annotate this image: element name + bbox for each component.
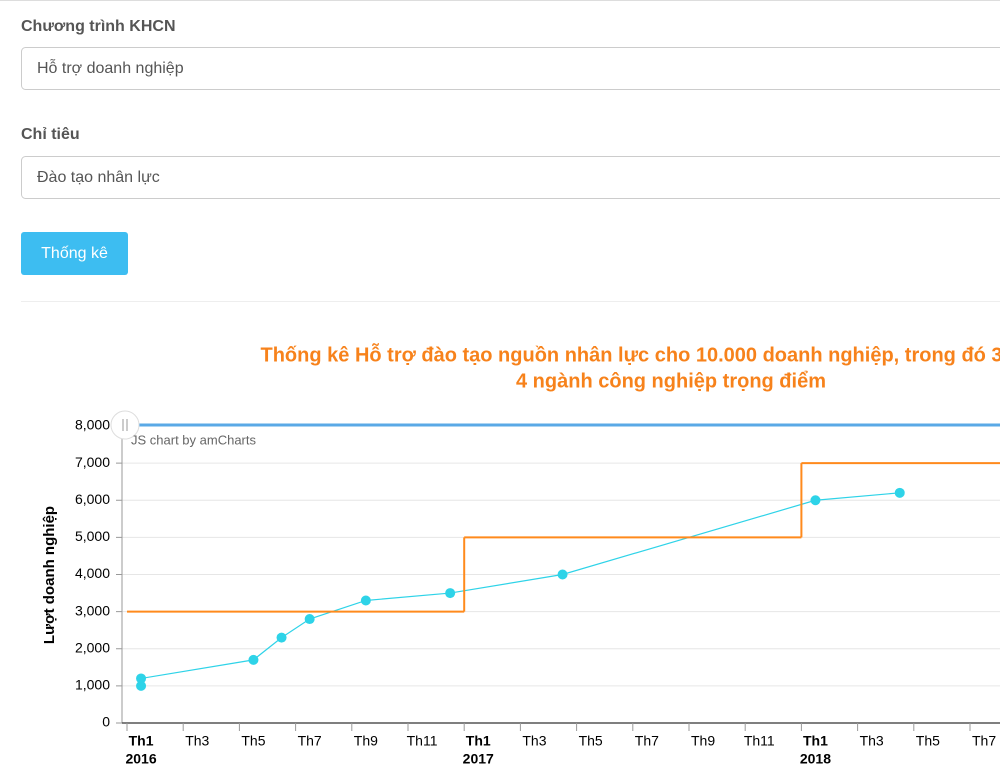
x-tick-label: Th3 [522, 733, 546, 749]
y-tick-label: 3,000 [75, 602, 110, 618]
data-point [304, 614, 315, 625]
y-tick-label: 6,000 [75, 491, 110, 507]
x-tick-label: Th1 [129, 733, 154, 749]
scrollbar-handle[interactable] [110, 410, 140, 440]
y-tick-label: 1,000 [75, 677, 110, 693]
chart-title: 4 ngành công nghiệp trọng điểm [516, 370, 826, 392]
x-year-label: 2018 [800, 751, 831, 766]
x-tick-label: Th7 [298, 733, 322, 749]
plot: 0 1,000 2,000 3,000 4,000 5,000 6,000 7,000 8,00… [75, 417, 1000, 766]
x-tick-label: Th5 [916, 733, 940, 749]
select-program[interactable] [21, 47, 1000, 90]
x-tick-label: Th7 [972, 733, 996, 749]
y-tick-label: 8,000 [75, 417, 110, 433]
x-year-label: 2017 [463, 751, 494, 766]
x-tick-label: Th3 [860, 733, 884, 749]
y-tick-label: 2,000 [75, 639, 110, 655]
y-axis-label: Lượt doanh nghiệp [41, 506, 58, 644]
x-tick-label: Th1 [466, 733, 491, 749]
data-point [445, 588, 456, 599]
submit-button[interactable] [21, 232, 128, 275]
field-label: Chỉ tiêu [21, 126, 80, 143]
data-point [810, 495, 821, 506]
field-label: Chương trình KHCN [21, 18, 176, 35]
y-tick-label: 5,000 [75, 528, 110, 544]
field-value: Hỗ trợ doanh nghiệp [37, 58, 184, 77]
data-point [276, 632, 287, 643]
x-tick-label: Th9 [354, 733, 378, 749]
chart-title: Thống kê Hỗ trợ đào tạo nguồn nhân lực c… [261, 342, 1000, 366]
credit: JS chart by amCharts [131, 432, 256, 447]
data-point [360, 595, 371, 606]
x-tick-label: Th3 [185, 733, 209, 749]
data-point [557, 569, 568, 580]
x-tick-label: Th11 [744, 733, 775, 749]
y-tick-label: 7,000 [75, 454, 110, 470]
x-tick-label: Th9 [691, 733, 715, 749]
data-point [136, 680, 147, 691]
x-tick-label: Th7 [635, 733, 659, 749]
button-label: Thống kê [41, 245, 108, 262]
x-tick-label: Th11 [407, 733, 438, 749]
y-tick-label: 4,000 [75, 565, 110, 581]
data-point [248, 654, 259, 665]
select-indicator[interactable] [21, 156, 1000, 199]
x-tick-label: Th5 [241, 733, 265, 749]
y-tick-label: 0 [102, 714, 110, 730]
x-year-label: 2016 [125, 751, 156, 766]
field-value: Đào tạo nhân lực [37, 169, 160, 186]
x-tick-label: Th1 [803, 733, 828, 749]
data-point [894, 487, 905, 498]
x-tick-label: Th5 [579, 733, 603, 749]
data-point [136, 673, 147, 684]
